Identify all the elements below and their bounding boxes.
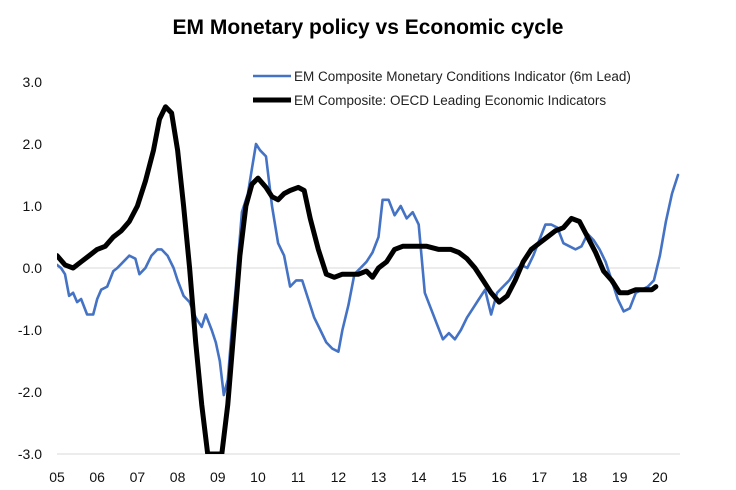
y-tick-label: -2.0: [18, 384, 42, 400]
series-line-oecd-leading: [57, 104, 659, 454]
legend-label: EM Composite: OECD Leading Economic Indi…: [294, 93, 606, 108]
y-tick-label: 0.0: [23, 260, 43, 276]
x-tick-label: 05: [49, 469, 65, 485]
x-tick-label: 15: [451, 469, 467, 485]
x-tick-label: 10: [250, 469, 266, 485]
y-tick-label: -1.0: [18, 322, 42, 338]
x-tick-label: 11: [291, 469, 306, 485]
x-tick-label: 06: [89, 469, 105, 485]
x-tick-label: 08: [170, 469, 186, 485]
series-group: [57, 104, 680, 454]
x-tick-label: 20: [652, 469, 668, 485]
y-tick-label: 3.0: [23, 74, 43, 90]
x-tick-label: 16: [491, 469, 507, 485]
x-tick-label: 07: [130, 469, 146, 485]
series-line-monetary-conditions: [57, 142, 680, 397]
x-axis-ticks: 05 06 07 08 09 10 11 12 13 14 15 16 17 18 19 20: [49, 469, 668, 485]
chart-title: EM Monetary policy vs Economic cycle: [172, 16, 564, 39]
x-tick-label: 17: [532, 469, 548, 485]
x-tick-label: 13: [371, 469, 387, 485]
y-axis-ticks: 3.0 2.0 1.0 0.0 -1.0 -2.0 -3.0: [18, 74, 42, 462]
y-tick-label: 1.0: [23, 198, 43, 214]
x-tick-label: 12: [331, 469, 347, 485]
x-tick-label: 18: [572, 469, 588, 485]
x-tick-label: 19: [612, 469, 628, 485]
x-tick-label: 14: [411, 469, 427, 485]
legend-label: EM Composite Monetary Conditions Indicat…: [294, 69, 631, 84]
legend: EM Composite Monetary Conditions Indicat…: [253, 69, 631, 108]
y-tick-label: 2.0: [23, 136, 43, 152]
x-tick-label: 09: [210, 469, 226, 485]
y-tick-label: -3.0: [18, 446, 42, 462]
